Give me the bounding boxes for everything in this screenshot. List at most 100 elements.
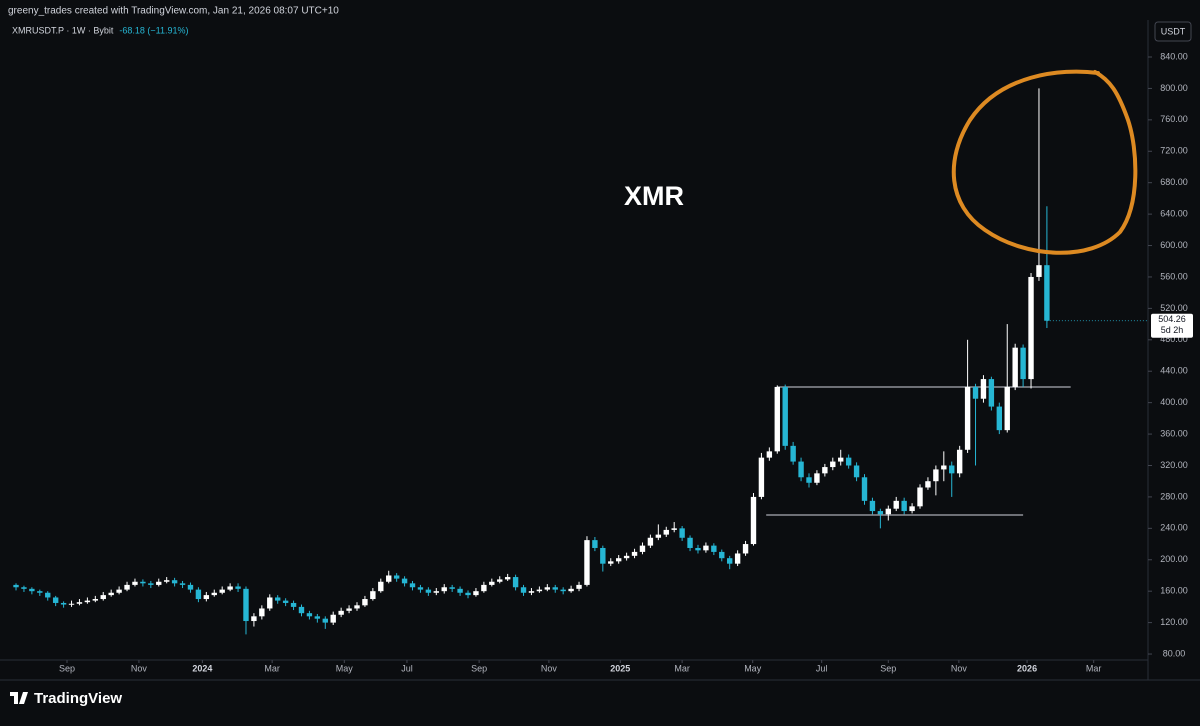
last-price: 504.26 bbox=[1158, 314, 1186, 324]
candle-body bbox=[362, 599, 368, 606]
change: -68.18 (−11.91%) bbox=[119, 25, 188, 35]
y-tick-label: 600.00 bbox=[1160, 240, 1188, 250]
candle-body bbox=[1044, 265, 1050, 321]
candle-body bbox=[600, 547, 606, 564]
candle-body bbox=[13, 584, 19, 588]
candle-body bbox=[623, 555, 630, 559]
candle-body bbox=[584, 540, 590, 585]
currency: USDT bbox=[1161, 26, 1186, 36]
candle-body bbox=[917, 487, 923, 507]
candle-body bbox=[750, 496, 757, 545]
candle-body bbox=[282, 600, 289, 603]
y-tick-label: 640.00 bbox=[1160, 208, 1188, 218]
candle-body bbox=[195, 589, 202, 600]
x-tick-label: Sep bbox=[880, 663, 896, 673]
candle-body bbox=[60, 602, 67, 605]
candle-body bbox=[592, 540, 598, 548]
candle-body bbox=[576, 584, 582, 589]
candle-body bbox=[568, 588, 574, 592]
candle-body bbox=[267, 597, 273, 609]
candle-body bbox=[124, 584, 130, 590]
candle-body bbox=[401, 578, 408, 584]
candle-body bbox=[52, 597, 59, 603]
candle-body bbox=[449, 587, 455, 589]
symbol: XMRUSDT.P · 1W · Bybit bbox=[12, 25, 114, 35]
candle-body bbox=[790, 445, 796, 462]
candle-body bbox=[893, 500, 899, 509]
candle-body bbox=[322, 618, 328, 623]
logo: TradingView bbox=[10, 690, 122, 707]
candle-body bbox=[203, 595, 210, 600]
candle-body bbox=[663, 529, 669, 535]
candle-body bbox=[956, 449, 963, 474]
candle-body bbox=[504, 577, 511, 580]
candle-body bbox=[877, 511, 884, 515]
candle-body bbox=[457, 588, 463, 593]
candle-body bbox=[909, 506, 915, 512]
candle-body bbox=[346, 608, 352, 611]
x-tick-label: Sep bbox=[59, 663, 75, 673]
candle-body bbox=[544, 587, 551, 590]
candle-body bbox=[441, 587, 447, 592]
x-tick-label: Sep bbox=[471, 663, 487, 673]
candle-body bbox=[980, 379, 987, 399]
candle-body bbox=[298, 606, 305, 614]
candle-body bbox=[489, 581, 495, 585]
candle-body bbox=[798, 461, 804, 478]
candle-body bbox=[21, 587, 27, 589]
candle-body bbox=[417, 587, 424, 590]
candle-body bbox=[251, 616, 257, 622]
candle-body bbox=[941, 465, 947, 470]
candle-body bbox=[1036, 265, 1042, 277]
y-tick-label: 360.00 bbox=[1160, 428, 1188, 438]
x-tick-label: Mar bbox=[674, 663, 690, 673]
x-tick-label: 2025 bbox=[610, 663, 630, 673]
candle-body bbox=[1004, 386, 1010, 431]
candle-body bbox=[853, 465, 860, 478]
candle-body bbox=[655, 534, 662, 538]
candle-body bbox=[425, 589, 432, 593]
candle-body bbox=[711, 545, 717, 552]
candle-body bbox=[608, 561, 614, 564]
x-tick-label: Mar bbox=[264, 663, 280, 673]
y-tick-label: 160.00 bbox=[1160, 586, 1188, 596]
candle-body bbox=[259, 608, 265, 617]
candle-body bbox=[520, 587, 527, 593]
logo-icon bbox=[10, 692, 28, 704]
candle-body bbox=[838, 457, 844, 462]
candle-body bbox=[290, 602, 297, 607]
candle-body bbox=[671, 528, 677, 530]
candle-body bbox=[314, 616, 321, 619]
candle-body bbox=[497, 579, 503, 582]
candle-body bbox=[473, 591, 479, 596]
candle-body bbox=[29, 588, 35, 592]
highlight-circle bbox=[951, 69, 1138, 255]
y-tick-label: 200.00 bbox=[1160, 554, 1188, 564]
candle-body bbox=[822, 467, 828, 474]
candle-body bbox=[148, 583, 154, 585]
candle-body bbox=[734, 553, 741, 564]
x-tick-label: Nov bbox=[131, 663, 148, 673]
candle-body bbox=[37, 591, 43, 593]
candle-body bbox=[243, 588, 249, 622]
candle-body bbox=[354, 605, 360, 609]
y-tick-label: 120.00 bbox=[1160, 617, 1188, 627]
candle-body bbox=[647, 537, 654, 546]
y-tick-label: 240.00 bbox=[1160, 523, 1188, 533]
countdown: 5d 2h bbox=[1161, 325, 1184, 335]
currency-box[interactable] bbox=[1154, 21, 1192, 42]
candle-body bbox=[988, 379, 995, 407]
candle-body bbox=[560, 589, 566, 592]
candle-body bbox=[964, 386, 971, 450]
candle-body bbox=[512, 577, 519, 588]
candle-body bbox=[171, 580, 178, 584]
candle-body bbox=[306, 613, 313, 617]
candle-body bbox=[163, 580, 170, 582]
y-tick-label: 320.00 bbox=[1160, 460, 1188, 470]
candle-body bbox=[68, 603, 75, 605]
candle-body bbox=[100, 595, 106, 600]
y-tick-label: 280.00 bbox=[1160, 491, 1188, 501]
candle-body bbox=[235, 586, 241, 589]
credit: greeny_trades created with TradingView.c… bbox=[8, 6, 339, 17]
